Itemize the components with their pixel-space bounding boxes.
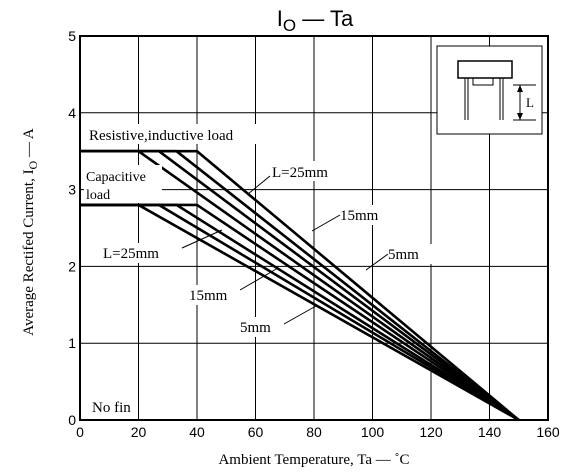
cap-5-leader (283, 305, 317, 325)
inset-l-label: L (526, 95, 534, 110)
dim-arrow-up (517, 85, 523, 92)
cap-15-leader (239, 267, 279, 291)
inset-box (436, 45, 543, 135)
chart-title: IO — Ta (277, 6, 354, 35)
capacitive-label-bg (84, 165, 162, 203)
x-axis-label: Ambient Temperature, Ta — ˚C (218, 452, 409, 468)
res-5-label-bg (386, 244, 432, 264)
x-tick-label: 80 (306, 424, 322, 440)
package-tab (472, 77, 494, 86)
y-tick-label: 4 (68, 105, 76, 121)
package-inset: L (436, 45, 543, 135)
x-tick-label: 0 (76, 424, 84, 440)
y-tick-label: 1 (68, 335, 76, 351)
res-l25-leader (247, 175, 271, 195)
y-tick-label: 2 (68, 258, 76, 274)
res-5-label: 5mm (388, 247, 419, 263)
no-fin-label: No fin (92, 400, 131, 416)
plot-frame (79, 35, 549, 421)
x-tick-label: 40 (189, 424, 205, 440)
x-tick-label: 20 (131, 424, 147, 440)
dim-arrow-down (517, 113, 523, 120)
x-tick-label: 100 (361, 424, 385, 440)
res-15-label: 15mm (340, 208, 379, 224)
x-tick-label: 160 (536, 424, 560, 440)
y-axis-label: Average Rectifed Current, IO — A (21, 128, 40, 336)
series-group (80, 149, 520, 422)
y-tick-label: 0 (68, 412, 76, 428)
res-l25-label-bg (270, 161, 354, 181)
cap-l25-label-bg (101, 243, 183, 263)
capacitive-label: Capacitive (86, 170, 146, 185)
cap-l25-leader (181, 229, 223, 249)
resistive-label: Resistive,inductive load (89, 128, 234, 144)
cap-5-label-bg (238, 317, 284, 337)
res-15-label-bg (338, 205, 394, 225)
cap-15-label-bg (187, 285, 243, 305)
x-tick-label: 140 (478, 424, 502, 440)
y-tick-label: 3 (68, 182, 76, 198)
y-tick-label: 5 (68, 28, 76, 44)
x-tick-label: 60 (248, 424, 264, 440)
resistive-label-bg (84, 124, 288, 144)
res-5-leader (365, 253, 389, 271)
series-line-8 (80, 203, 520, 422)
res-l25-label: L=25mm (272, 165, 328, 181)
y-ticks: 0 1 2 3 4 5 (68, 28, 76, 428)
cap-5-label: 5mm (240, 320, 271, 336)
x-tick-label: 120 (419, 424, 443, 440)
load-label: load (86, 188, 110, 203)
cap-l25-label: L=25mm (103, 246, 159, 262)
x-ticks: 0 20 40 60 80 100 120 140 160 (76, 424, 560, 440)
series-line-4 (80, 149, 520, 421)
cap-15-label: 15mm (189, 288, 228, 304)
res-15-leader (311, 214, 341, 232)
